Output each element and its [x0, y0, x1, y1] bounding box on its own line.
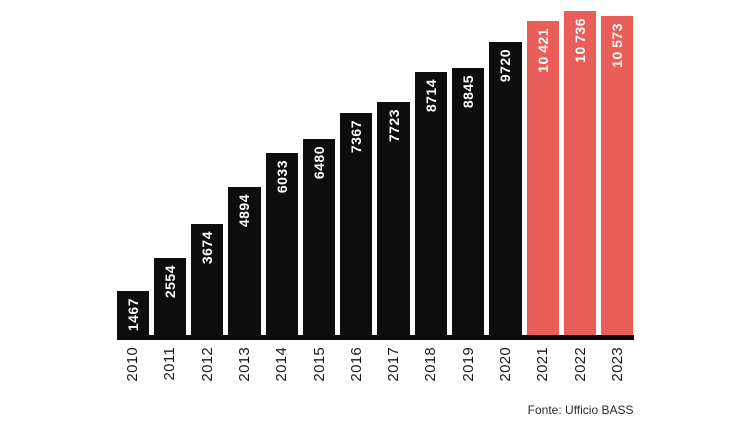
bar-value-label-2010: 1467 — [124, 298, 141, 332]
x-tick-cell-2022: 2022 — [564, 347, 596, 391]
x-tick-cell-2016: 2016 — [340, 347, 372, 391]
x-tick-cell-2011: 2011 — [154, 347, 186, 391]
bar-2014: 6033 — [265, 153, 298, 335]
bar-value-label-2012: 3674 — [199, 231, 216, 265]
bar-2020: 9720 — [489, 42, 522, 335]
x-tick-cell-2021: 2021 — [527, 347, 559, 391]
x-tick-label-2017: 2017 — [385, 347, 403, 382]
bar-value-label-2021: 10 421 — [534, 28, 551, 73]
x-tick-label-2023: 2023 — [608, 347, 626, 382]
bar-value-label-2011: 2554 — [161, 265, 178, 299]
x-tick-cell-2014: 2014 — [266, 347, 298, 391]
x-tick-cell-2019: 2019 — [452, 347, 484, 391]
x-tick-label-2014: 2014 — [273, 347, 291, 382]
x-tick-cell-2020: 2020 — [489, 347, 521, 391]
x-tick-cell-2017: 2017 — [377, 347, 409, 391]
bar-value-label-2018: 8714 — [422, 79, 439, 113]
bar-2022: 10 736 — [563, 11, 597, 335]
bar-value-label-2014: 6033 — [273, 160, 290, 194]
x-axis-tick-labels: 2010 2011 2012 2013 2014 2015 2016 2017 2018 2019… — [117, 347, 634, 391]
x-tick-label-2022: 2022 — [571, 347, 589, 382]
bar-2016: 7367 — [340, 113, 373, 335]
bar-value-label-2019: 8845 — [460, 75, 477, 109]
x-tick-label-2016: 2016 — [347, 347, 365, 382]
source-note: Fonte: Ufficio BASS — [527, 403, 634, 417]
x-tick-cell-2012: 2012 — [191, 347, 223, 391]
bar-value-label-2015: 6480 — [311, 146, 328, 180]
bar-value-label-2017: 7723 — [385, 109, 402, 143]
x-tick-cell-2023: 2023 — [601, 347, 633, 391]
x-tick-label-2020: 2020 — [496, 347, 514, 382]
x-tick-label-2010: 2010 — [124, 347, 142, 382]
bar-value-label-2016: 7367 — [348, 120, 365, 154]
bar-value-label-2022: 10 736 — [572, 18, 589, 63]
x-tick-cell-2013: 2013 — [228, 347, 260, 391]
x-tick-label-2012: 2012 — [198, 347, 216, 382]
bar-2013: 4894 — [228, 187, 261, 335]
x-tick-label-2013: 2013 — [235, 347, 253, 382]
x-axis-line — [116, 335, 634, 340]
plot-area: 1467 2554 3674 4894 6033 6480 7367 7723 8714 8845… — [116, 11, 634, 335]
bar-2012: 3674 — [191, 224, 224, 335]
x-tick-cell-2010: 2010 — [117, 347, 149, 391]
bar-value-label-2023: 10 573 — [609, 23, 626, 68]
x-tick-cell-2015: 2015 — [303, 347, 335, 391]
x-tick-label-2015: 2015 — [310, 347, 328, 382]
bar-2015: 6480 — [302, 139, 336, 335]
bar-2021: 10 421 — [526, 21, 559, 335]
bar-2019: 8845 — [452, 68, 485, 335]
x-tick-label-2021: 2021 — [534, 347, 552, 382]
x-tick-label-2019: 2019 — [459, 347, 477, 382]
bar-2018: 8714 — [414, 72, 448, 335]
x-tick-label-2018: 2018 — [422, 347, 440, 382]
x-tick-cell-2018: 2018 — [415, 347, 447, 391]
bar-2011: 2554 — [153, 258, 187, 335]
bar-value-label-2020: 9720 — [497, 49, 514, 83]
x-tick-label-2011: 2011 — [161, 347, 179, 381]
bar-2010: 1467 — [116, 291, 149, 335]
bar-2023: 10 573 — [601, 16, 634, 335]
bar-chart: 1467 2554 3674 4894 6033 6480 7367 7723 8714 8845… — [116, 0, 634, 417]
bar-2017: 7723 — [377, 102, 410, 335]
bar-value-label-2013: 4894 — [236, 194, 253, 228]
